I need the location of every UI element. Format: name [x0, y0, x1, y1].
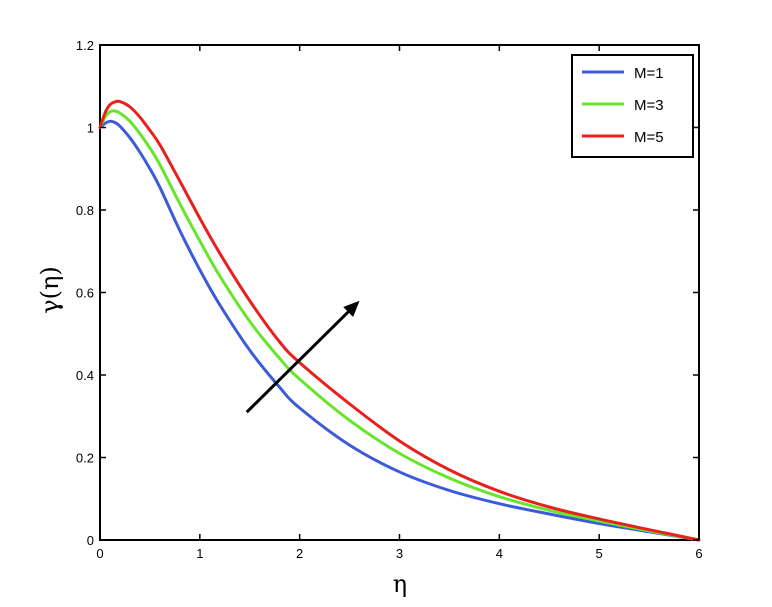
- trend-arrow-head: [343, 300, 360, 317]
- series-layer: [98, 99, 701, 542]
- series-line-m-5: [98, 99, 701, 542]
- legend-label: M=1: [634, 65, 664, 82]
- series-line-m-1: [98, 119, 701, 542]
- y-tick-label: 0.4: [76, 368, 94, 383]
- legend-label: M=5: [634, 129, 664, 146]
- ticks-layer: 0 1 2 3 4 5 6 0 0.2 0.4 0.6 0.8 1 1.2: [76, 38, 703, 561]
- series-line-m-3: [98, 109, 701, 542]
- legend: M=1 M=3 M=5: [571, 54, 694, 158]
- y-tick-label: 0.2: [76, 451, 94, 466]
- x-tick-label: 1: [196, 546, 203, 561]
- annotation-layer: [245, 300, 360, 414]
- x-axis-label: η: [393, 570, 407, 598]
- y-axis-label: γ(η): [36, 266, 64, 313]
- legend-box: [571, 54, 694, 158]
- y-tick-label: 0: [87, 533, 94, 548]
- x-tick-label: 3: [396, 546, 403, 561]
- legend-label: M=3: [634, 97, 664, 114]
- y-tick-label: 0.6: [76, 286, 94, 301]
- trend-arrow-shaft: [245, 310, 350, 414]
- x-tick-label: 0: [96, 546, 103, 561]
- y-tick-label: 0.8: [76, 203, 94, 218]
- x-tick-label: 6: [695, 546, 702, 561]
- y-tick-label: 1: [87, 121, 94, 136]
- x-tick-label: 2: [296, 546, 303, 561]
- y-tick-label: 1.2: [76, 38, 94, 53]
- x-tick-label: 4: [496, 546, 503, 561]
- x-tick-label: 5: [596, 546, 603, 561]
